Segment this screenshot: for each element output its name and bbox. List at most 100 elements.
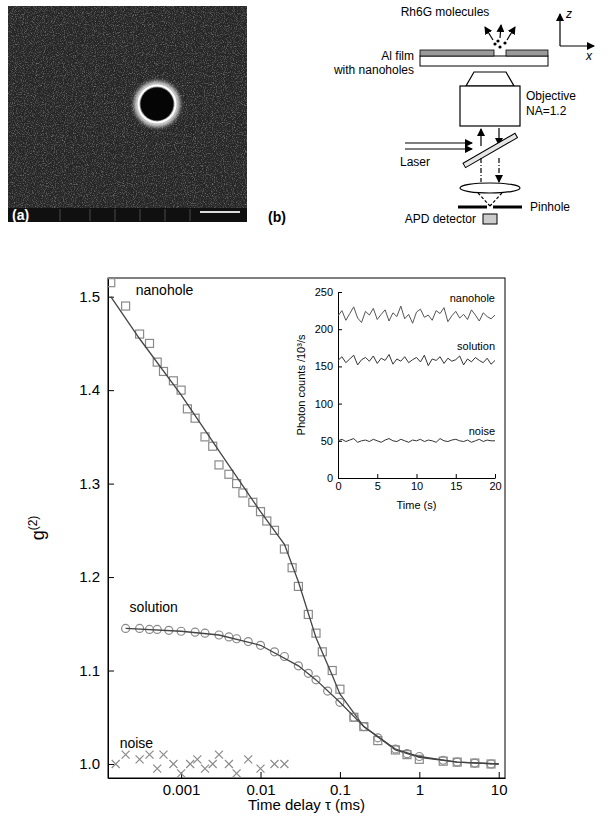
tick: 1.3 [79, 475, 114, 492]
tick-label: 1.5 [79, 288, 100, 305]
objective-tip [466, 72, 514, 86]
emission-arrow [507, 27, 515, 40]
tick: 250 [315, 286, 342, 298]
molecule [493, 42, 496, 45]
tick-mark [377, 474, 378, 478]
schematic-label: x [585, 49, 593, 63]
tick-label: 10 [491, 781, 508, 798]
schematic-label: with nanoholes [333, 63, 414, 77]
tick-label: 5 [375, 480, 381, 492]
tick: 150 [315, 360, 342, 372]
data-point [270, 760, 278, 768]
tick-label: 250 [315, 286, 333, 298]
y-axis-title: Photon counts /10³/s [295, 334, 307, 435]
axis: 1.01.11.21.31.41.5 [79, 279, 114, 779]
tick-mark [338, 366, 342, 367]
tick: 15 [450, 474, 462, 492]
axis: 05101520 [335, 474, 501, 492]
data-point [159, 751, 167, 759]
data-point [257, 765, 265, 773]
axis: 050100150200250 [315, 286, 342, 484]
nanohole [141, 88, 174, 121]
tick: 20 [489, 474, 501, 492]
data-point [244, 755, 252, 763]
molecule [498, 45, 501, 48]
plot-area [338, 306, 495, 442]
data-point [122, 751, 130, 759]
tick: 0.001 [163, 772, 201, 798]
emission-arrow [485, 27, 493, 40]
trace-line [338, 306, 495, 323]
schematic: Rh6G moleculeszxAl filmwith nanoholesObj… [268, 5, 594, 226]
tick-mark [108, 671, 114, 672]
objective-body [460, 86, 520, 126]
info-bar [8, 208, 247, 222]
laser-beam [405, 148, 472, 149]
tick-mark [499, 772, 500, 778]
excitation-beam [480, 129, 481, 146]
tick-label: 10 [411, 480, 423, 492]
tick-label: 50 [321, 435, 333, 447]
tick: 0.01 [246, 772, 275, 798]
info-bar-divider [90, 209, 91, 221]
fit-line [111, 297, 499, 764]
sem-image: (a) [8, 6, 247, 223]
tick: 1 [416, 772, 424, 798]
emission-beam [498, 158, 499, 182]
data-point [177, 769, 185, 777]
schematic-label: (b) [268, 209, 286, 225]
tick: 1.0 [79, 755, 114, 772]
schematic-label: Rh6G molecules [401, 5, 490, 19]
trace-line [338, 354, 495, 365]
info-bar-divider [60, 209, 61, 221]
data-point [136, 755, 144, 763]
hole-halo [137, 84, 177, 124]
schematic-label: Al film [381, 49, 414, 63]
axis-line [109, 778, 506, 779]
tick-mark [108, 484, 114, 485]
schematic-label: NA=1.2 [526, 104, 567, 118]
x-axis-title: Time (s) [397, 499, 437, 511]
main-chart: 0.0010.010.11101.01.11.21.31.41.5Time de… [26, 278, 508, 813]
hole-rim [139, 86, 176, 123]
series-label: nanohole [450, 292, 495, 304]
data-point [186, 760, 194, 768]
data-point [169, 760, 177, 768]
figure: (a)Rh6G moleculeszxAl filmwith nanoholes… [0, 0, 612, 819]
tick: 0.1 [330, 772, 351, 798]
data-point [225, 760, 233, 768]
data-point [201, 765, 209, 773]
tick-mark [456, 474, 457, 478]
tick-label: 1.3 [79, 475, 100, 492]
data-point [215, 461, 223, 469]
series-label: solution [130, 599, 178, 615]
emission-beam [480, 158, 481, 182]
tick-label: 0 [327, 472, 333, 484]
pinhole-plate [458, 206, 487, 209]
x-axis-title: Time delay τ (ms) [248, 796, 365, 813]
x-axis-arrow [560, 45, 594, 46]
plot-frame [108, 278, 505, 778]
molecule [503, 41, 506, 44]
image-grain [8, 6, 247, 208]
tick-label: 20 [489, 480, 501, 492]
lens [460, 183, 520, 193]
schematic-label: Laser [400, 155, 430, 169]
laser-beam [405, 142, 472, 143]
tick: 1.4 [79, 381, 114, 398]
tick-label: 0.001 [163, 781, 201, 798]
tick-label: 200 [315, 323, 333, 335]
series-labels: nanoholesolutionnoise [120, 282, 194, 751]
data-point [225, 470, 233, 478]
al-film [506, 50, 548, 56]
schematic-label: Pinhole [530, 200, 570, 214]
series-label: solution [457, 340, 495, 352]
info-bar-divider [115, 209, 116, 221]
focus-ray [490, 193, 502, 206]
beam-splitter [463, 133, 517, 167]
image-background [8, 6, 247, 222]
data-point [146, 751, 154, 759]
tick: 1.2 [79, 568, 114, 585]
y-axis-title: g(2) [26, 516, 48, 541]
info-bar-divider [165, 209, 166, 221]
